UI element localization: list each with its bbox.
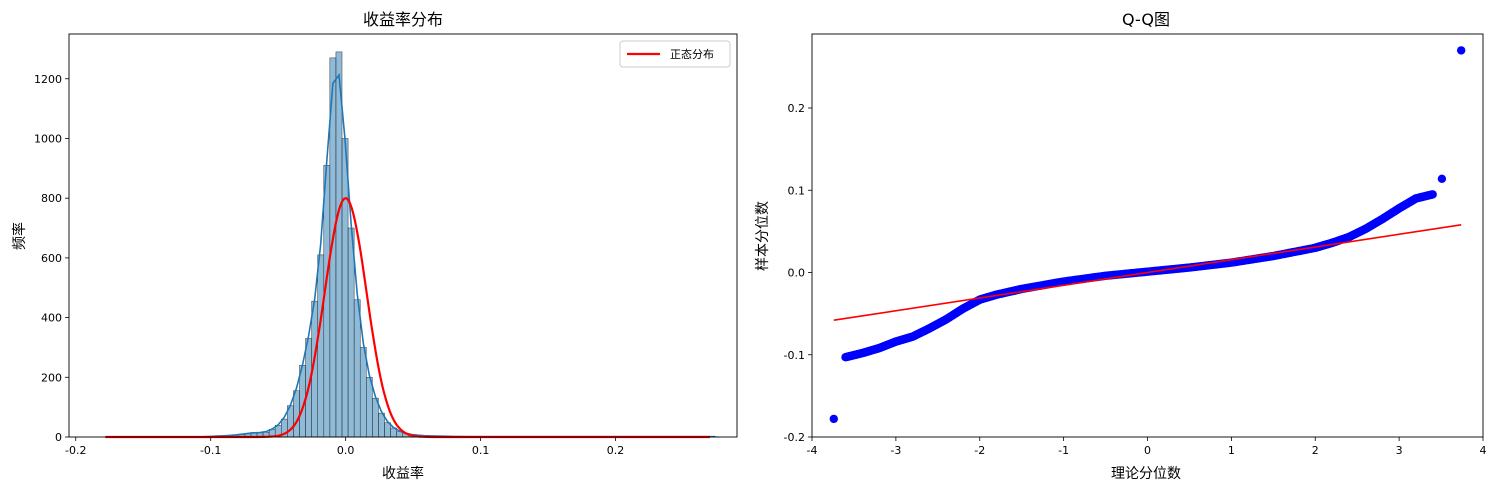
y-tick-label: 0.0 — [788, 267, 806, 280]
x-tick-label: 0.0 — [337, 444, 355, 457]
x-tick-label: 0.2 — [607, 444, 625, 457]
y-tick-label: 200 — [41, 371, 62, 384]
y-tick-label: 400 — [41, 312, 62, 325]
normal-curve-line — [105, 197, 710, 439]
histogram-x-label: 收益率 — [382, 465, 424, 482]
y-tick-label: 1200 — [34, 73, 62, 86]
x-tick-label: 3 — [1396, 444, 1403, 457]
legend-box — [619, 40, 731, 68]
histogram-bar — [353, 299, 361, 438]
histogram-y-label: 频率 — [11, 222, 28, 250]
qq-title: Q-Q图 — [1122, 10, 1170, 29]
y-tick-label: 0.1 — [788, 184, 806, 197]
x-tick-label: -0.1 — [200, 444, 221, 457]
qq-fit-line — [833, 224, 1462, 322]
x-tick-label: 1 — [1228, 444, 1235, 457]
histogram-bar — [323, 165, 331, 438]
x-tick-label: -4 — [807, 444, 818, 457]
histogram-bar — [359, 347, 367, 438]
y-tick-label: 600 — [41, 252, 62, 265]
y-tick-label: 0.2 — [788, 102, 806, 115]
y-tick-label: -0.1 — [784, 349, 805, 362]
x-tick-label: 0 — [1144, 444, 1151, 457]
histogram-axes-frame — [68, 33, 738, 438]
histogram-y-ticks: 0 200 400 600 800 1000 1200 — [34, 73, 69, 444]
histogram-kde-line — [108, 72, 716, 438]
histogram-chart: 收益率分布 -0.2 -0.1 0.0 0.1 0.2 0 200 400 600 800 100… — [11, 10, 738, 482]
qq-x-ticks: -4 -3 -2 -1 0 1 2 3 4 — [807, 437, 1487, 457]
qq-point — [1428, 190, 1437, 199]
qq-point — [1437, 174, 1447, 183]
histogram-bar — [335, 51, 343, 438]
qq-chart: Q-Q图 -4 -3 -2 -1 0 1 2 3 4 -0.2 -0.1 0.0 0.1 0.2 理论分… — [755, 10, 1487, 482]
qq-y-ticks: -0.2 -0.1 0.0 0.1 0.2 — [784, 102, 812, 444]
qq-points — [829, 46, 1466, 424]
x-tick-label: 2 — [1312, 444, 1319, 457]
histogram-bar — [293, 390, 300, 438]
y-tick-label: 0 — [55, 431, 62, 444]
x-tick-label: -3 — [890, 444, 901, 457]
qq-x-label: 理论分位数 — [1111, 466, 1181, 482]
x-tick-label: 0.1 — [472, 444, 490, 457]
y-tick-label: -0.2 — [784, 431, 805, 444]
histogram-bar — [366, 377, 373, 438]
histogram-bar — [317, 254, 325, 438]
qq-point — [829, 414, 838, 424]
y-tick-label: 1000 — [34, 132, 62, 145]
x-tick-label: 4 — [1480, 444, 1487, 457]
histogram-bars — [104, 51, 719, 438]
x-tick-label: -2 — [974, 444, 985, 457]
histogram-x-ticks: -0.2 -0.1 0.0 0.1 0.2 — [65, 437, 624, 457]
qq-axes-frame — [811, 33, 1484, 438]
histogram-bar — [347, 227, 355, 438]
histogram-title: 收益率分布 — [363, 10, 443, 29]
y-tick-label: 800 — [41, 192, 62, 205]
histogram-bar — [341, 138, 349, 438]
x-tick-label: -1 — [1058, 444, 1069, 457]
histogram-legend: 正态分布 — [619, 40, 731, 68]
x-tick-label: -0.2 — [65, 444, 86, 457]
legend-label-normal: 正态分布 — [670, 48, 714, 61]
qq-y-label: 样本分位数 — [755, 201, 771, 271]
qq-point — [1457, 46, 1466, 55]
